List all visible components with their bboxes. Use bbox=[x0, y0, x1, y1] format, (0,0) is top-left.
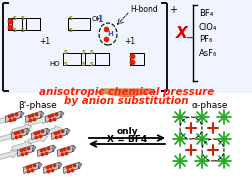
Text: by anion substitution: by anion substitution bbox=[64, 96, 188, 106]
Text: S: S bbox=[64, 50, 68, 56]
Text: HO: HO bbox=[49, 61, 60, 67]
Polygon shape bbox=[60, 111, 64, 118]
Polygon shape bbox=[31, 128, 48, 139]
Polygon shape bbox=[20, 111, 24, 118]
Text: PF₆: PF₆ bbox=[198, 36, 211, 44]
Polygon shape bbox=[5, 111, 22, 122]
Bar bbox=[63, 53, 85, 65]
Text: anisotropic chemical pressure: anisotropic chemical pressure bbox=[39, 87, 213, 97]
Polygon shape bbox=[23, 162, 40, 174]
Polygon shape bbox=[46, 128, 50, 135]
Polygon shape bbox=[12, 141, 32, 151]
Bar bbox=[68, 18, 90, 30]
Text: S: S bbox=[69, 15, 73, 20]
Polygon shape bbox=[0, 132, 18, 142]
Text: S: S bbox=[13, 28, 17, 33]
Text: S: S bbox=[82, 50, 86, 56]
Polygon shape bbox=[57, 145, 74, 156]
Text: H: H bbox=[107, 31, 112, 37]
Text: −: − bbox=[185, 33, 195, 43]
Polygon shape bbox=[63, 162, 80, 174]
Bar bbox=[8, 18, 22, 30]
Text: ClO₄: ClO₄ bbox=[198, 22, 216, 32]
Polygon shape bbox=[28, 134, 47, 144]
FancyBboxPatch shape bbox=[0, 0, 252, 93]
Text: S: S bbox=[64, 63, 68, 67]
Polygon shape bbox=[17, 145, 34, 156]
Polygon shape bbox=[72, 145, 76, 152]
Polygon shape bbox=[32, 145, 36, 152]
Text: α-phase: α-phase bbox=[191, 101, 227, 109]
Polygon shape bbox=[51, 128, 68, 139]
Text: +: + bbox=[168, 5, 176, 15]
Polygon shape bbox=[11, 128, 28, 139]
Polygon shape bbox=[52, 145, 56, 152]
Polygon shape bbox=[28, 116, 47, 126]
Text: -1: -1 bbox=[96, 15, 104, 23]
Text: BF₄: BF₄ bbox=[198, 9, 212, 19]
Text: X: X bbox=[175, 26, 187, 42]
Text: S: S bbox=[82, 63, 86, 67]
Polygon shape bbox=[25, 111, 42, 122]
Text: H-bond: H-bond bbox=[130, 5, 157, 15]
Polygon shape bbox=[45, 111, 62, 122]
Text: S: S bbox=[21, 28, 25, 33]
Text: S: S bbox=[69, 28, 73, 33]
Text: S: S bbox=[21, 15, 25, 20]
Polygon shape bbox=[0, 114, 18, 124]
Text: S: S bbox=[90, 50, 94, 56]
Polygon shape bbox=[42, 126, 61, 136]
Text: +1: +1 bbox=[39, 36, 50, 46]
Text: S: S bbox=[13, 15, 17, 20]
Text: AsF₆: AsF₆ bbox=[198, 50, 216, 59]
Text: S: S bbox=[90, 63, 94, 67]
Text: X = BF4: X = BF4 bbox=[106, 136, 147, 145]
Text: OH: OH bbox=[92, 16, 102, 22]
Text: only: only bbox=[116, 128, 137, 136]
Polygon shape bbox=[26, 128, 30, 135]
Polygon shape bbox=[37, 145, 54, 156]
Polygon shape bbox=[78, 162, 82, 169]
Text: β'-phase: β'-phase bbox=[19, 101, 57, 109]
Polygon shape bbox=[40, 111, 44, 118]
Polygon shape bbox=[66, 128, 70, 135]
Polygon shape bbox=[12, 124, 32, 134]
Text: +1: +1 bbox=[124, 36, 135, 46]
Bar bbox=[130, 53, 143, 65]
Polygon shape bbox=[0, 150, 18, 160]
Polygon shape bbox=[43, 162, 60, 174]
FancyArrow shape bbox=[96, 89, 155, 97]
Polygon shape bbox=[58, 162, 62, 169]
Polygon shape bbox=[38, 162, 42, 169]
